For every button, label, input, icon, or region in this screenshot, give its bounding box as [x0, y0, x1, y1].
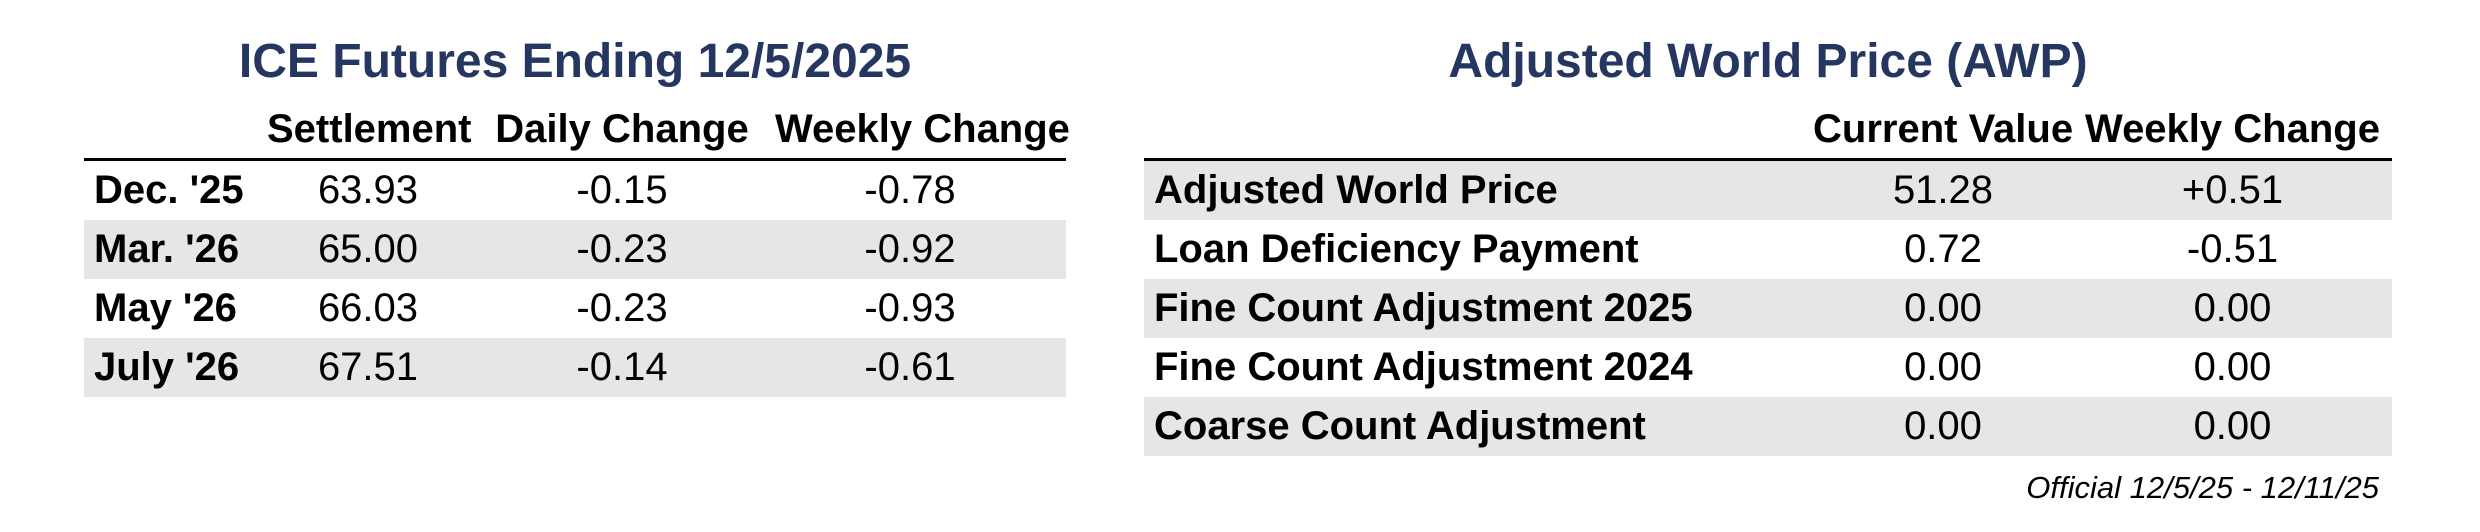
row-label: Coarse Count Adjustment [1154, 404, 1646, 448]
row-label: July '26 [94, 345, 240, 389]
column-header-weekly-change: Weekly Change [775, 107, 1070, 151]
current-value-cell: 51.28 [1892, 168, 1994, 212]
awp-table: Current Value Weekly Change Adjusted Wor… [1144, 100, 2392, 456]
table-row: Fine Count Adjustment 2024 0.00 0.00 [1144, 338, 2392, 397]
table-header: Settlement Daily Change Weekly Change [84, 100, 1070, 161]
settlement-cell: 67.51 [317, 345, 419, 389]
column-header [1144, 100, 1813, 158]
weekly-change-cell: +0.51 [2181, 168, 2284, 212]
weekly-change-cell: 0.00 [2193, 286, 2272, 330]
daily-change-cell: -0.23 [576, 286, 668, 330]
current-value-cell: 0.00 [1904, 345, 1982, 389]
weekly-change-cell: -0.92 [864, 227, 956, 271]
table-row: Adjusted World Price 51.28 +0.51 [1144, 161, 2392, 220]
ice-futures-title: ICE Futures Ending 12/5/2025 [238, 35, 912, 88]
row-label: Fine Count Adjustment 2024 [1154, 345, 1693, 389]
weekly-change-cell: -0.51 [2186, 227, 2279, 271]
table-row: Mar. '26 65.00 -0.23 -0.92 [84, 220, 1066, 279]
column-header-settlement: Settlement [267, 107, 472, 151]
awp-title: Adjusted World Price (AWP) [1448, 35, 2088, 88]
daily-change-cell: -0.14 [576, 345, 668, 389]
table-row: Fine Count Adjustment 2025 0.00 0.00 [1144, 279, 2392, 338]
table-row: July '26 67.51 -0.14 -0.61 [84, 338, 1066, 397]
table-row: May '26 66.03 -0.23 -0.93 [84, 279, 1066, 338]
row-label: Fine Count Adjustment 2025 [1154, 286, 1693, 330]
current-value-cell: 0.00 [1904, 286, 1982, 330]
table-row: Coarse Count Adjustment 0.00 0.00 [1144, 397, 2392, 456]
footnote: Official 12/5/25 - 12/11/25 [2026, 470, 2379, 505]
table-row: Loan Deficiency Payment 0.72 -0.51 [1144, 220, 2392, 279]
current-value-cell: 0.00 [1904, 404, 1982, 448]
ice-futures-table: Settlement Daily Change Weekly Change De… [84, 100, 1070, 397]
weekly-change-cell: -0.61 [864, 345, 956, 389]
settlement-cell: 65.00 [317, 227, 419, 271]
column-header [84, 100, 267, 158]
row-label: Dec. '25 [94, 168, 244, 212]
weekly-change-cell: -0.93 [864, 286, 956, 330]
settlement-cell: 63.93 [317, 168, 419, 212]
daily-change-cell: -0.23 [576, 227, 668, 271]
row-label: Loan Deficiency Payment [1154, 227, 1639, 271]
row-label: Mar. '26 [94, 227, 240, 271]
column-header-weekly-change: Weekly Change [2085, 107, 2380, 151]
table-row: Dec. '25 63.93 -0.15 -0.78 [84, 161, 1066, 220]
table-header: Current Value Weekly Change [1144, 100, 2392, 161]
settlement-cell: 66.03 [317, 286, 419, 330]
weekly-change-cell: -0.78 [864, 168, 956, 212]
row-label: Adjusted World Price [1154, 168, 1558, 212]
current-value-cell: 0.72 [1904, 227, 1982, 271]
row-label: May '26 [94, 286, 237, 330]
weekly-change-cell: 0.00 [2193, 404, 2272, 448]
column-header-daily-change: Daily Change [495, 107, 749, 151]
column-header-current-value: Current Value [1813, 107, 2074, 151]
daily-change-cell: -0.15 [576, 168, 668, 212]
weekly-change-cell: 0.00 [2193, 345, 2272, 389]
